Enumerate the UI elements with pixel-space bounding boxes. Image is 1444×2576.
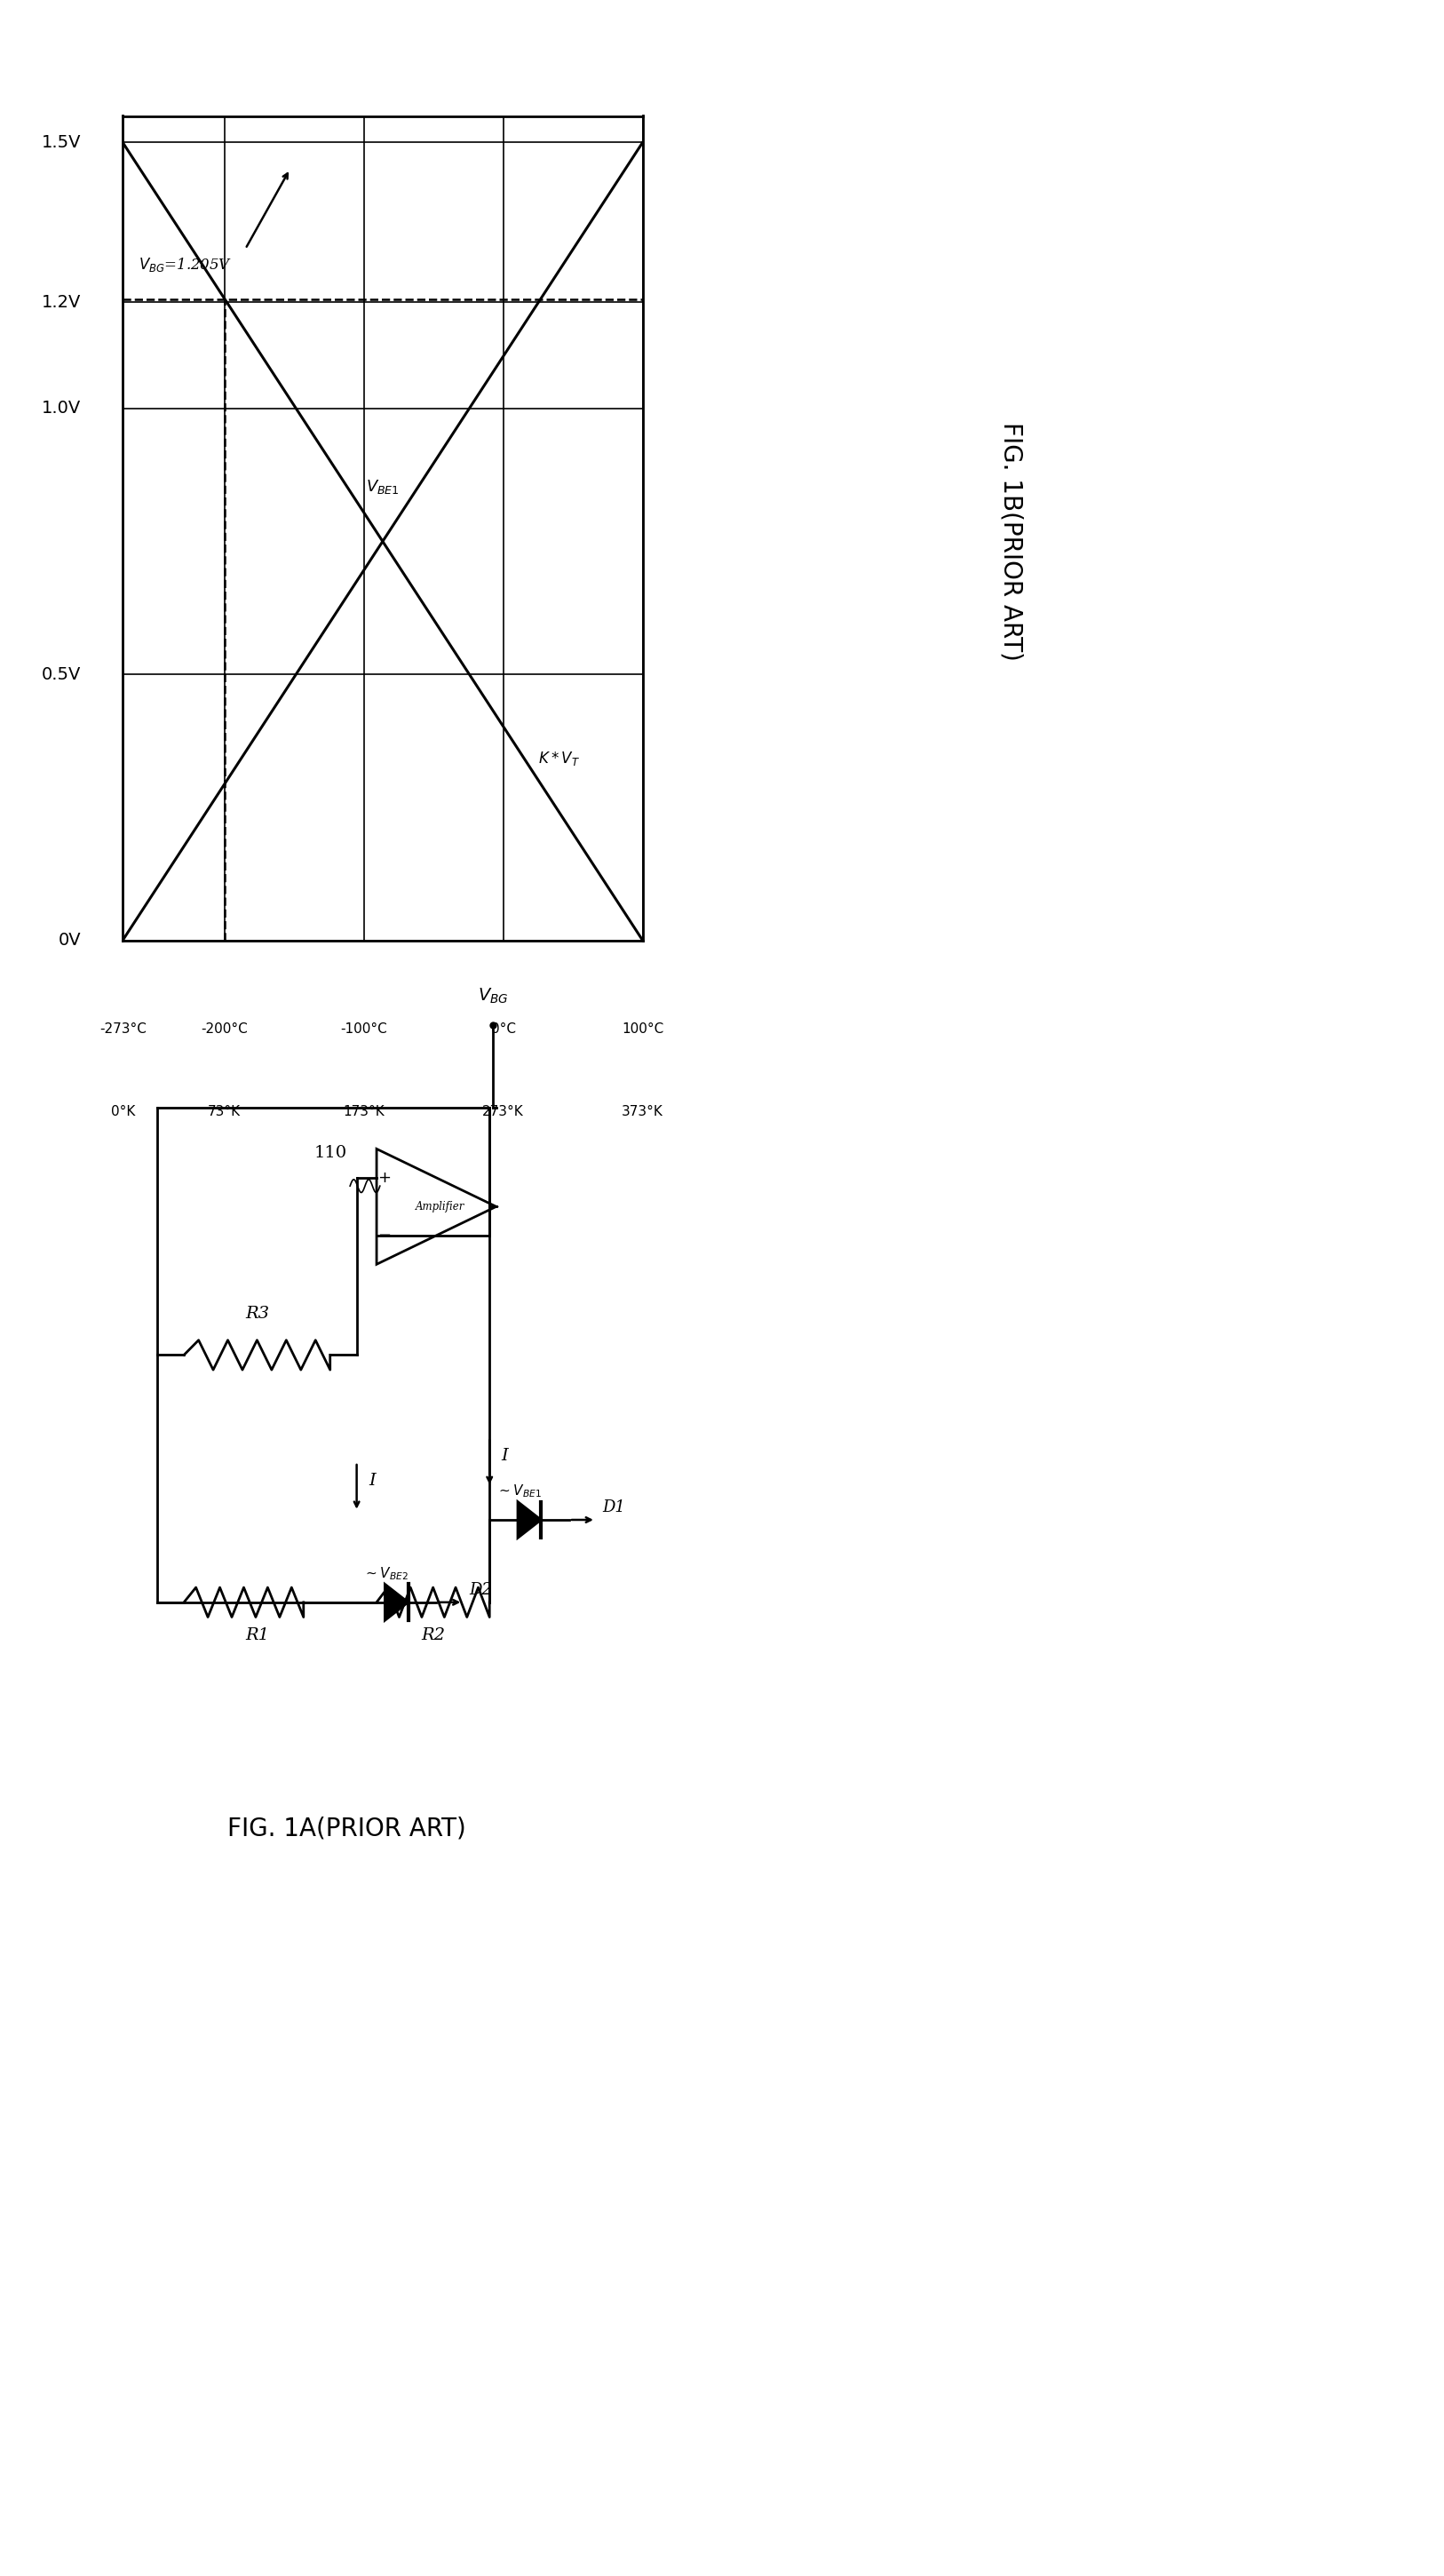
Text: 73°K: 73°K bbox=[208, 1105, 241, 1118]
Text: 100°C: 100°C bbox=[621, 1023, 664, 1036]
Polygon shape bbox=[518, 1502, 542, 1538]
Text: +: + bbox=[378, 1170, 391, 1185]
Text: $V_{BG}$: $V_{BG}$ bbox=[478, 987, 508, 1005]
Text: $V_{BG}$=1.205V: $V_{BG}$=1.205V bbox=[139, 255, 232, 273]
Text: $\sim V_{BE2}$: $\sim V_{BE2}$ bbox=[364, 1566, 409, 1582]
Text: Amplifier: Amplifier bbox=[414, 1200, 465, 1213]
Text: 0°K: 0°K bbox=[111, 1105, 134, 1118]
Text: 0.5V: 0.5V bbox=[42, 665, 81, 683]
Text: 0°C: 0°C bbox=[491, 1023, 516, 1036]
Text: -273°C: -273°C bbox=[100, 1023, 146, 1036]
Text: 373°K: 373°K bbox=[622, 1105, 663, 1118]
Text: D1: D1 bbox=[602, 1499, 625, 1515]
Text: R3: R3 bbox=[245, 1306, 269, 1321]
Text: 1.0V: 1.0V bbox=[42, 399, 81, 417]
Text: -100°C: -100°C bbox=[341, 1023, 387, 1036]
Text: R1: R1 bbox=[245, 1628, 269, 1643]
Text: 110: 110 bbox=[313, 1144, 347, 1162]
Text: 1.2V: 1.2V bbox=[42, 294, 81, 312]
Text: I: I bbox=[501, 1448, 508, 1463]
Text: FIG. 1B(PRIOR ART): FIG. 1B(PRIOR ART) bbox=[998, 422, 1024, 659]
Text: $\sim V_{BE1}$: $\sim V_{BE1}$ bbox=[497, 1484, 542, 1499]
Text: 0V: 0V bbox=[58, 933, 81, 948]
Text: 273°K: 273°K bbox=[482, 1105, 524, 1118]
Text: I: I bbox=[368, 1473, 375, 1489]
Polygon shape bbox=[386, 1584, 409, 1620]
Text: $V_{BE1}$: $V_{BE1}$ bbox=[365, 479, 400, 495]
Text: 1.5V: 1.5V bbox=[42, 134, 81, 152]
Text: −: − bbox=[378, 1226, 391, 1244]
Text: D2: D2 bbox=[469, 1582, 492, 1597]
Text: -200°C: -200°C bbox=[201, 1023, 248, 1036]
Text: 173°K: 173°K bbox=[344, 1105, 384, 1118]
Text: $K*V_T$: $K*V_T$ bbox=[539, 750, 580, 768]
Text: R2: R2 bbox=[422, 1628, 445, 1643]
Text: FIG. 1A(PRIOR ART): FIG. 1A(PRIOR ART) bbox=[227, 1816, 466, 1842]
